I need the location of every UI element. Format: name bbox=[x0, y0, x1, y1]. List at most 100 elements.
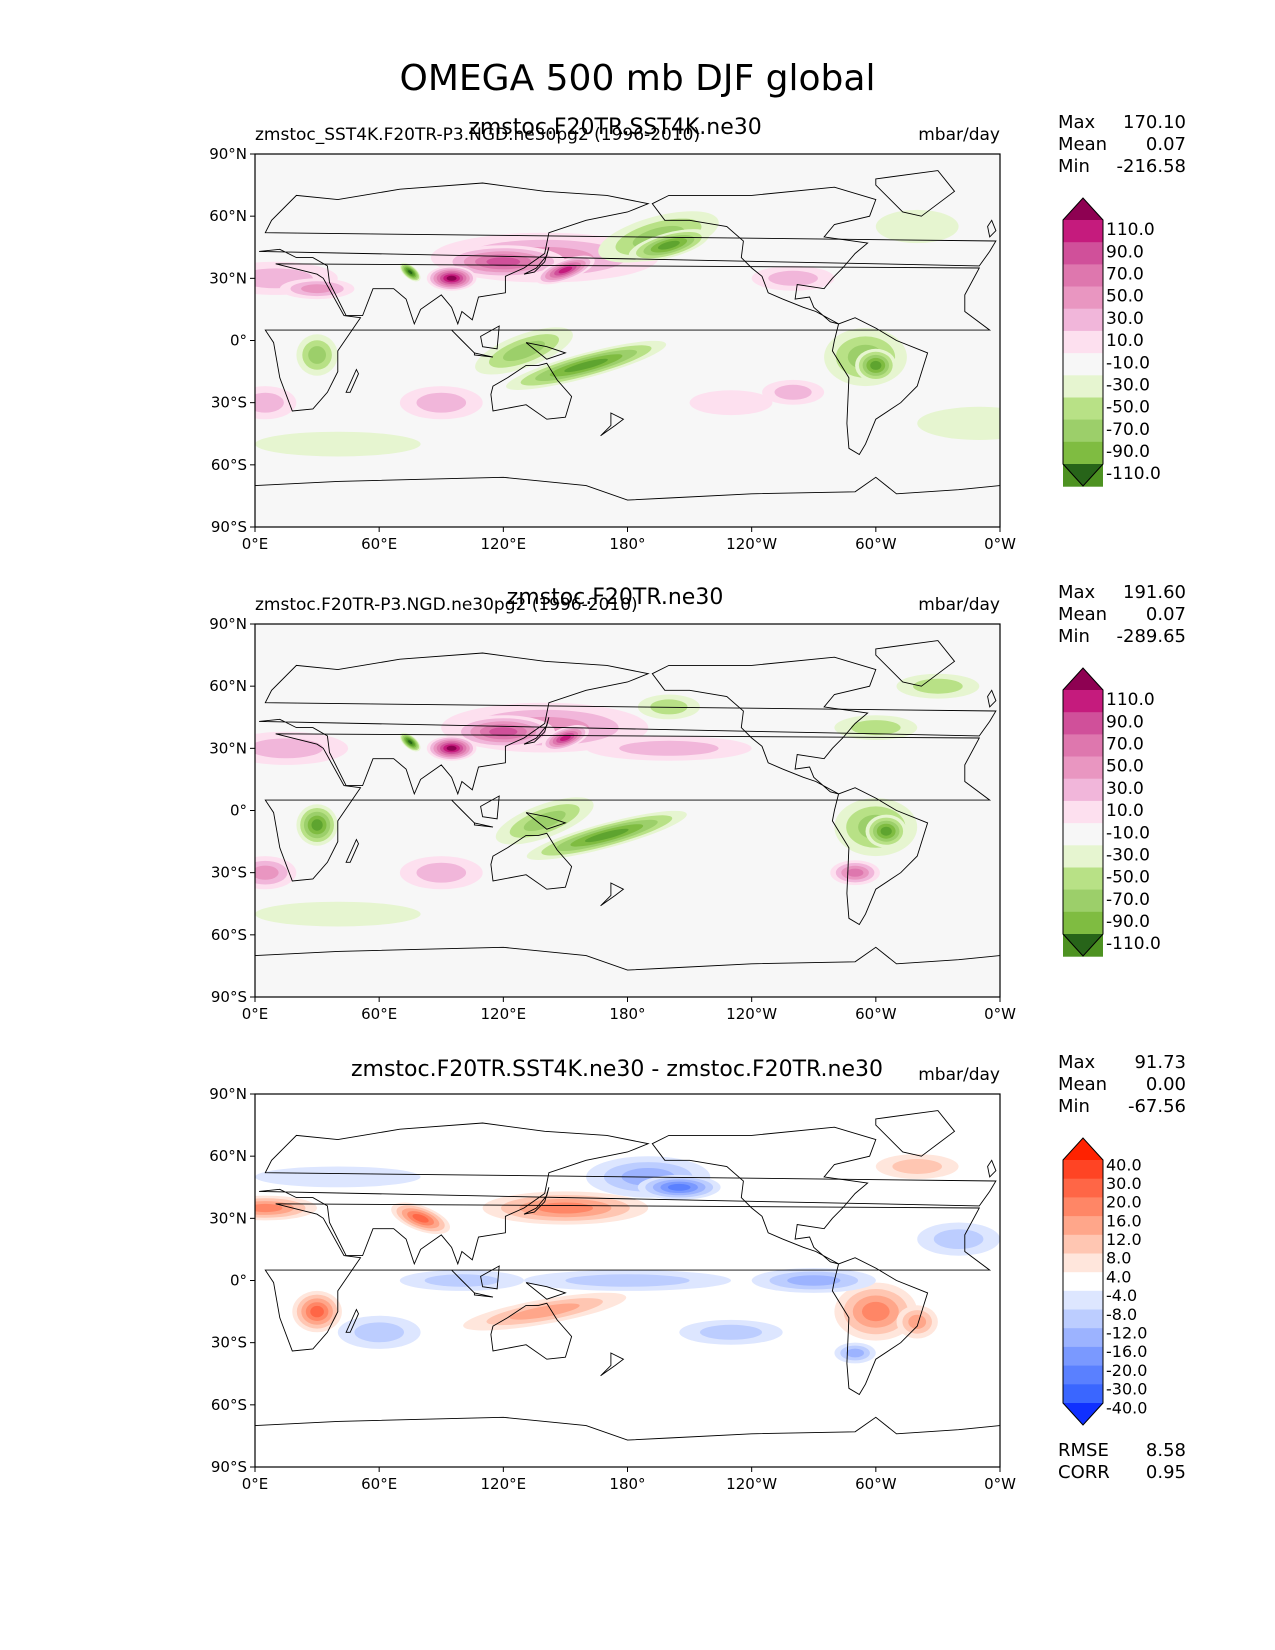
colorbar-segment bbox=[1063, 441, 1103, 465]
contour-region bbox=[408, 740, 413, 744]
lat-tick-label: 60°S bbox=[211, 456, 247, 474]
contour-region bbox=[255, 431, 421, 457]
coastline bbox=[523, 717, 550, 745]
omega-field bbox=[255, 1154, 1000, 1364]
lat-tick-label: 30°N bbox=[209, 1209, 247, 1227]
colorbar-segment bbox=[1063, 823, 1103, 846]
panel-units: mbar/day bbox=[918, 1065, 1000, 1085]
coastline bbox=[525, 1282, 567, 1300]
colorbar-segment bbox=[1063, 1234, 1103, 1254]
omega-field bbox=[255, 673, 980, 927]
stats-block-control: Max 191.60 Mean 0.07 Min -289.65 bbox=[1058, 582, 1186, 647]
lat-tick-label: 90°N bbox=[209, 145, 247, 163]
coastline bbox=[600, 412, 625, 437]
coastline bbox=[490, 362, 573, 420]
lon-tick-label: 60°W bbox=[855, 1475, 897, 1490]
lat-tick-label: 60°N bbox=[209, 677, 247, 695]
contour-region bbox=[933, 1229, 984, 1249]
coastline bbox=[875, 170, 956, 217]
lat-tick-label: 30°S bbox=[211, 864, 247, 882]
coastlines bbox=[255, 640, 1000, 971]
lon-tick-label: 0°E bbox=[242, 1475, 269, 1490]
colorbar-segment bbox=[1063, 1290, 1103, 1310]
contour-region bbox=[667, 1183, 691, 1191]
lat-tick-label: 90°S bbox=[211, 988, 247, 1006]
colorbar-segment bbox=[1063, 1216, 1103, 1236]
lat-tick-label: 0° bbox=[230, 1272, 247, 1290]
colorbar-segment bbox=[1063, 712, 1103, 735]
coastline bbox=[259, 182, 997, 326]
colorbar-label: 8.0 bbox=[1106, 1249, 1131, 1268]
contour-region bbox=[908, 1314, 927, 1329]
colorbar-segment bbox=[1063, 353, 1103, 376]
stats-block-sst4k: Max 170.10 Mean 0.07 Min -216.58 bbox=[1058, 112, 1186, 177]
coastline bbox=[345, 368, 359, 393]
contour-region bbox=[310, 1305, 324, 1318]
colorbar-label: 16.0 bbox=[1106, 1211, 1142, 1230]
lon-tick-label: 0°E bbox=[242, 1005, 269, 1020]
contour-region bbox=[354, 1322, 405, 1343]
contour-region bbox=[537, 1202, 594, 1214]
colorbar-extend-top bbox=[1063, 198, 1103, 220]
lon-tick-label: 180° bbox=[609, 535, 645, 550]
contour-region bbox=[619, 740, 719, 756]
coastline-antarctica bbox=[255, 1416, 1000, 1441]
colorbar-label: -30.0 bbox=[1106, 1380, 1147, 1399]
lat-tick-label: 30°S bbox=[211, 394, 247, 412]
coastline bbox=[831, 317, 929, 456]
colorbar-label: -12.0 bbox=[1106, 1324, 1147, 1343]
contour-region bbox=[689, 390, 773, 416]
colorbar-segment bbox=[1063, 1365, 1103, 1385]
colorbar-outline bbox=[1062, 197, 1104, 487]
colorbar-label: -50.0 bbox=[1106, 868, 1150, 888]
lat-tick-label: 60°S bbox=[211, 1396, 247, 1414]
colorbar-label: -70.0 bbox=[1106, 420, 1150, 440]
map-panel-difference: zmstoc.F20TR.SST4K.ne30 - zmstoc.F20TR.n… bbox=[209, 1057, 1147, 1490]
lat-tick-label: 30°S bbox=[211, 1334, 247, 1352]
colorbar-segment bbox=[1063, 397, 1103, 421]
colorbar-extend-top bbox=[1063, 1138, 1103, 1160]
contour-region bbox=[408, 270, 413, 274]
coastline bbox=[831, 787, 929, 926]
coastlines bbox=[255, 170, 1000, 501]
lat-tick-label: 30°N bbox=[209, 269, 247, 287]
contour-region bbox=[523, 810, 566, 832]
colorbar-label: 20.0 bbox=[1106, 1193, 1142, 1212]
lat-tick-label: 90°S bbox=[211, 518, 247, 536]
coastline bbox=[523, 1187, 550, 1215]
coastline bbox=[987, 219, 997, 238]
lat-tick-label: 60°N bbox=[209, 207, 247, 225]
contour-region bbox=[412, 1213, 429, 1223]
contour-region bbox=[308, 346, 326, 364]
contour-region bbox=[255, 1203, 283, 1213]
coastline bbox=[345, 838, 359, 863]
lat-tick-label: 90°S bbox=[211, 1458, 247, 1476]
lat-tick-label: 60°N bbox=[209, 1147, 247, 1165]
colorbar-segment bbox=[1063, 690, 1103, 713]
colorbar-label: 90.0 bbox=[1106, 242, 1144, 262]
lon-tick-label: 120°W bbox=[726, 1005, 777, 1020]
colorbar: 110.090.0 70.050.030.010.0-10.0 -30.0-50.0… bbox=[1062, 197, 1161, 487]
coastline bbox=[480, 1265, 500, 1290]
lon-tick-label: 0°W bbox=[984, 1475, 1016, 1490]
colorbar-extend-top bbox=[1063, 668, 1103, 690]
colorbar-label: 50.0 bbox=[1106, 287, 1144, 307]
coastline bbox=[259, 652, 997, 796]
colorbar-label: -90.0 bbox=[1106, 442, 1150, 462]
colorbar-segment bbox=[1063, 264, 1103, 288]
coastline bbox=[651, 656, 877, 795]
coastline bbox=[480, 325, 500, 350]
contour-region bbox=[875, 209, 959, 244]
colorbar-label: -4.0 bbox=[1106, 1286, 1137, 1305]
skill-scores: RMSE 8.58 CORR 0.95 bbox=[1058, 1440, 1186, 1483]
lon-tick-label: 60°E bbox=[361, 1475, 397, 1490]
contour-region bbox=[846, 868, 864, 877]
colorbar-segment bbox=[1063, 220, 1103, 243]
coastline bbox=[987, 689, 997, 708]
lat-tick-label: 90°N bbox=[209, 1085, 247, 1103]
coastline bbox=[600, 1352, 625, 1377]
lon-tick-label: 60°E bbox=[361, 1005, 397, 1020]
colorbar-segment bbox=[1063, 330, 1103, 354]
coastline bbox=[523, 247, 550, 275]
colorbar-label: 30.0 bbox=[1106, 1174, 1142, 1193]
